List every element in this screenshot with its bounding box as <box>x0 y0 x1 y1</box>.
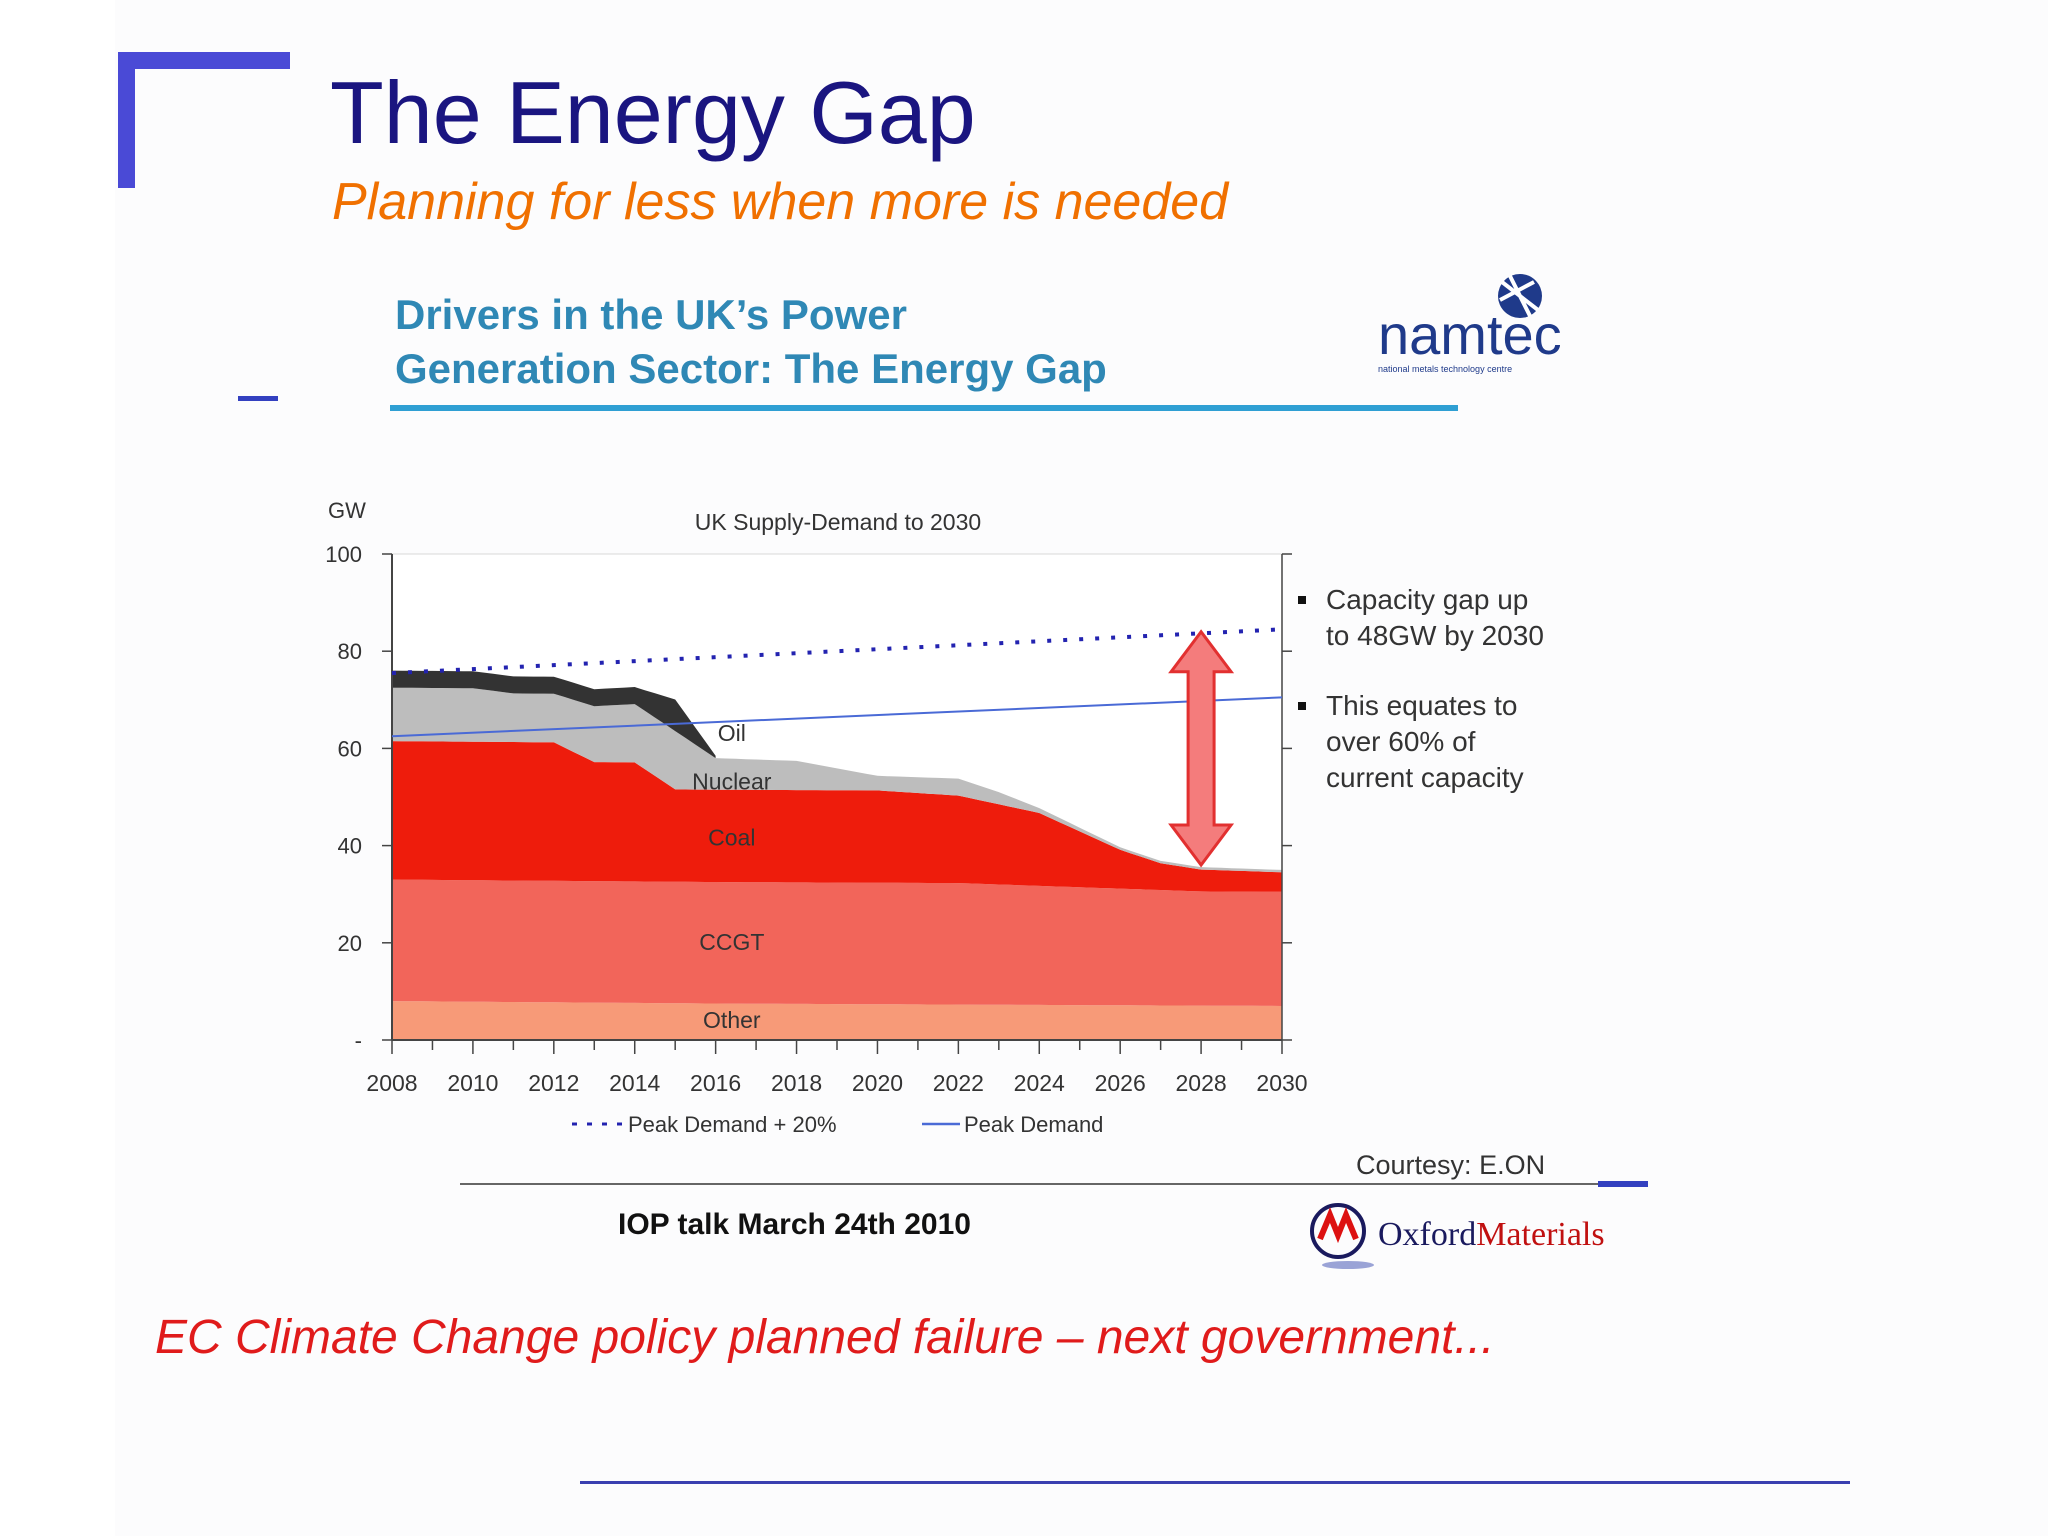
courtesy-source: E.ON <box>1479 1150 1546 1180</box>
bullet-list: Capacity gap up to 48GW by 2030 This equ… <box>1298 582 1558 830</box>
chart-panel-rule <box>390 405 1458 411</box>
oxford-logo-text-b: Materials <box>1476 1216 1604 1253</box>
chart-areas <box>391 553 1283 1041</box>
chart-panel-title: Drivers in the UK’s Power Generation Sec… <box>395 288 1107 396</box>
slide-subtitle: Planning for less when more is needed <box>332 173 1229 231</box>
x-tick-label: 2008 <box>366 1070 417 1096</box>
x-tick-label: 2028 <box>1176 1070 1227 1096</box>
courtesy-prefix: Courtesy: <box>1356 1150 1472 1180</box>
y-tick-label: 20 <box>338 931 362 956</box>
x-tick-label: 2012 <box>528 1070 579 1096</box>
courtesy-rule <box>460 1183 1600 1185</box>
x-tick-label: 2020 <box>852 1070 903 1096</box>
namtec-logo-text: namtec <box>1378 303 1560 366</box>
area-label-other: Other <box>703 1007 761 1033</box>
x-tick-label: 2018 <box>771 1070 822 1096</box>
corner-accent-horizontal <box>118 52 290 69</box>
y-tick-label: 40 <box>338 834 362 859</box>
bullet-capacity-gap: Capacity gap up to 48GW by 2030 <box>1298 582 1558 654</box>
chart-panel-title-line1: Drivers in the UK’s Power <box>395 291 907 338</box>
x-tick-label: 2026 <box>1095 1070 1146 1096</box>
globe-icon <box>1498 274 1542 318</box>
bullet-percentage: This equates to over 60% of current capa… <box>1298 688 1558 796</box>
x-tick-label: 2016 <box>690 1070 741 1096</box>
chart-axes: - 20 40 60 80 100 2008 2010 2012 2014 2016 2018 2020… <box>325 498 1307 1096</box>
x-tick-label: 2010 <box>447 1070 498 1096</box>
area-other <box>392 1001 1282 1040</box>
left-dash-accent <box>238 396 278 401</box>
y-tick-label: 80 <box>338 639 362 664</box>
oxford-logo-text-a: Oxford <box>1378 1216 1476 1253</box>
oxford-materials-logo: OxfordMaterials <box>1310 1203 1605 1269</box>
oxford-logo-text: OxfordMaterials <box>1378 1216 1605 1253</box>
area-nuclear <box>392 687 1282 873</box>
legend-label-peak-demand-plus-20: Peak Demand + 20% <box>628 1112 837 1137</box>
oxford-emblem-icon <box>1310 1203 1374 1269</box>
chart-annotations: Oil Nuclear Coal CCGT Other Peak Demand + 20%… <box>572 629 1235 1137</box>
y-axis-label: GW <box>328 498 366 523</box>
area-label-nuclear: Nuclear <box>692 769 772 795</box>
x-tick-label: 2024 <box>1014 1070 1065 1096</box>
namtec-logo-subtext: national metals technology centre <box>1378 364 1512 374</box>
corner-accent-vertical <box>118 52 135 188</box>
bottom-rule <box>580 1481 1850 1484</box>
slide-title: The Energy Gap <box>330 63 976 162</box>
footer-talk-text: IOP talk March 24th 2010 <box>618 1208 971 1241</box>
legend-label-peak-demand: Peak Demand <box>964 1112 1103 1137</box>
peak-demand-line <box>391 696 1283 738</box>
x-tick-label: 2014 <box>609 1070 660 1096</box>
courtesy-credit: Courtesy: E.ON <box>1356 1150 1545 1181</box>
area-label-oil: Oil <box>718 720 746 746</box>
area-oil <box>392 670 716 759</box>
courtesy-tick-accent <box>1598 1181 1648 1187</box>
chart-panel-title-line2: Generation Sector: The Energy Gap <box>395 345 1107 392</box>
x-tick-label: 2022 <box>933 1070 984 1096</box>
chart-title: UK Supply-Demand to 2030 <box>695 509 981 535</box>
x-tick-label: 2030 <box>1256 1070 1307 1096</box>
chart-lines <box>391 627 1283 738</box>
area-ccgt <box>392 879 1282 1006</box>
area-coal <box>392 741 1282 892</box>
y-tick-label: 60 <box>338 736 362 761</box>
area-label-coal: Coal <box>708 825 755 851</box>
y-tick-label: - <box>355 1028 362 1053</box>
bottom-statement: EC Climate Change policy planned failure… <box>155 1311 1495 1364</box>
y-tick-label: 100 <box>325 542 362 567</box>
namtec-logo: namtec national metals technology centre <box>1378 274 1560 374</box>
area-label-ccgt: CCGT <box>699 929 764 955</box>
capacity-gap-arrow <box>1168 629 1235 868</box>
